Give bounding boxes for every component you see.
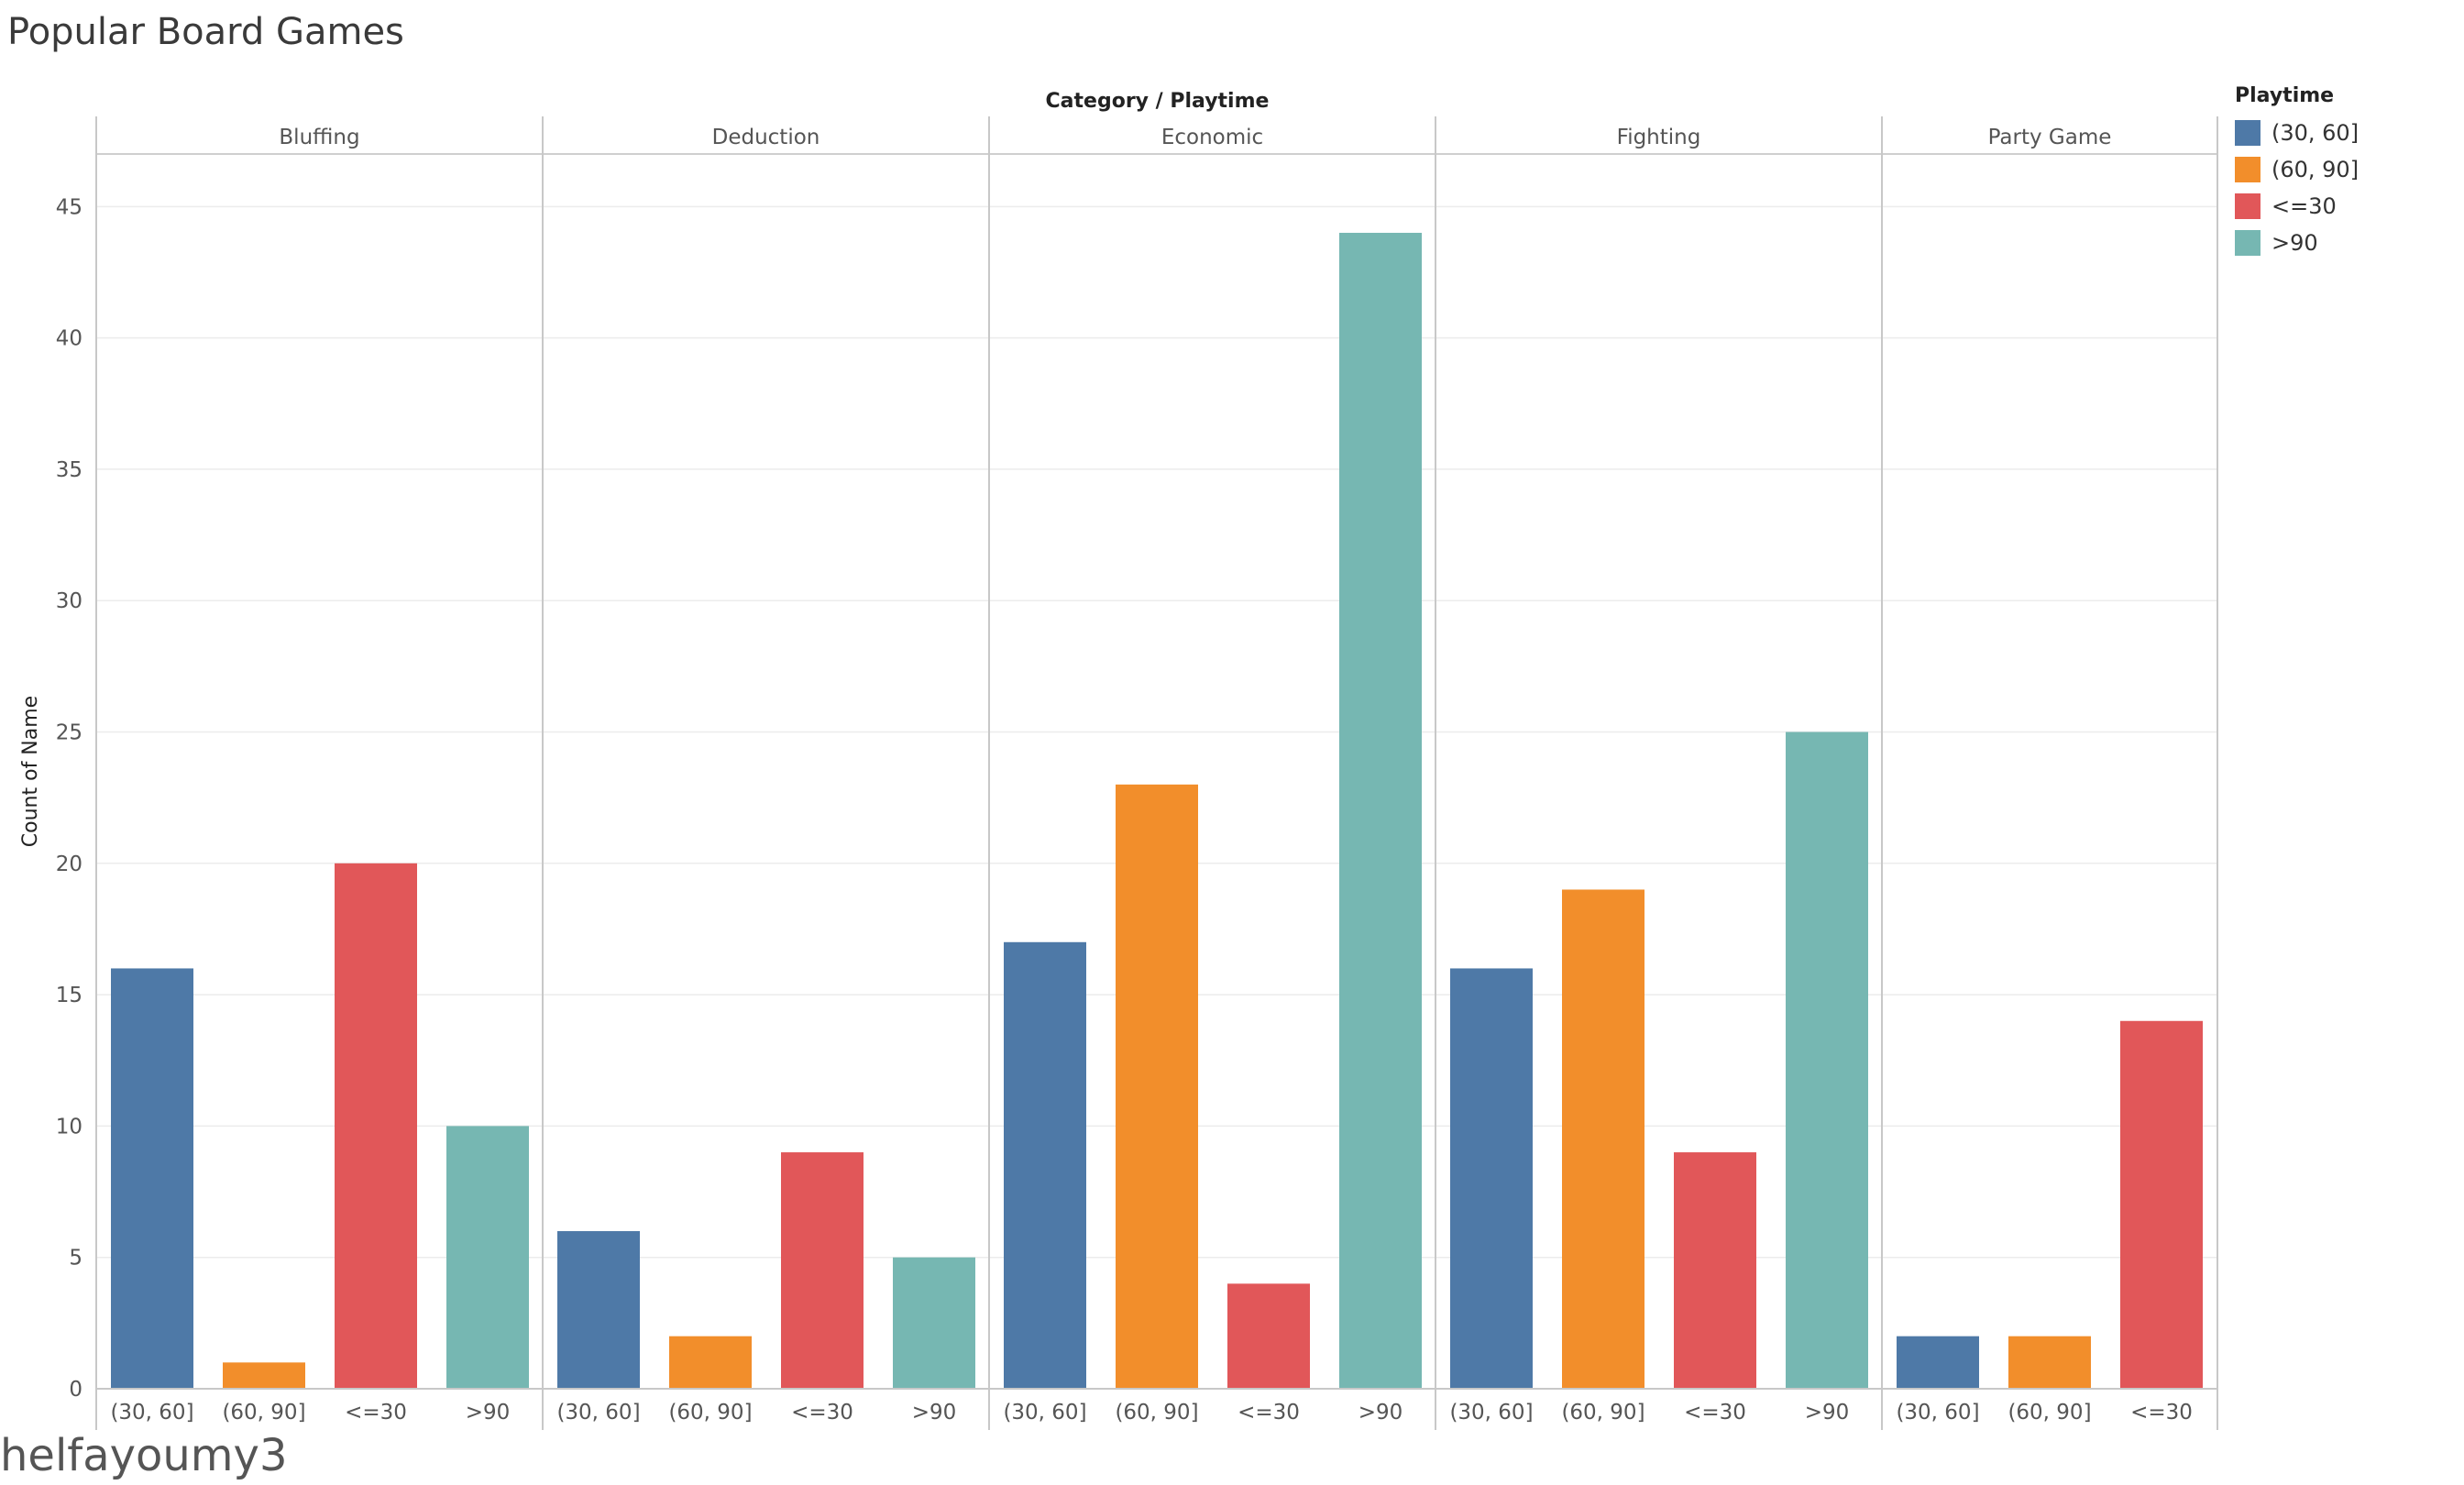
legend: Playtime (30, 60] (60, 90] <=30 >90 — [2235, 84, 2359, 261]
x-tick-label: >90 — [912, 1401, 957, 1424]
y-tick-label: 45 — [56, 195, 82, 219]
y-tick-label: 0 — [69, 1378, 82, 1402]
x-tick-label: (60, 90] — [2008, 1401, 2091, 1424]
x-tick-label: (30, 60] — [1003, 1401, 1086, 1424]
chart-title: Popular Board Games — [7, 11, 404, 53]
bar — [2008, 1336, 2091, 1389]
bar — [669, 1336, 752, 1389]
bar — [1786, 732, 1868, 1389]
x-tick-label: <=30 — [791, 1401, 853, 1424]
y-tick-label: 25 — [56, 721, 82, 745]
bar — [335, 863, 417, 1389]
legend-item: >90 — [2235, 225, 2359, 261]
x-tick-label: <=30 — [345, 1401, 407, 1424]
bar — [223, 1362, 305, 1389]
y-tick-label: 5 — [69, 1247, 82, 1270]
legend-item: (60, 90] — [2235, 151, 2359, 188]
bar — [1674, 1152, 1756, 1389]
x-tick-label: <=30 — [2130, 1401, 2193, 1424]
x-tick-label: >90 — [1805, 1401, 1850, 1424]
author-credit: helfayoumy3 — [0, 1430, 288, 1481]
bar — [893, 1257, 975, 1389]
legend-label: (30, 60] — [2272, 120, 2360, 146]
x-tick-label: (30, 60] — [556, 1401, 640, 1424]
y-tick-label: 20 — [56, 852, 82, 876]
x-tick-label: (60, 90] — [222, 1401, 305, 1424]
bar — [446, 1126, 529, 1389]
bar — [2120, 1020, 2203, 1389]
x-tick-label: (30, 60] — [110, 1401, 193, 1424]
bar — [557, 1231, 640, 1389]
legend-item: (30, 60] — [2235, 115, 2359, 151]
column-header: Category / Playtime — [1046, 90, 1270, 113]
y-tick-label: 35 — [56, 458, 82, 482]
x-tick-label: >90 — [466, 1401, 511, 1424]
x-tick-label: <=30 — [1238, 1401, 1300, 1424]
legend-label: <=30 — [2272, 193, 2337, 219]
x-tick-label: (30, 60] — [1896, 1401, 1979, 1424]
x-tick-label: (60, 90] — [668, 1401, 752, 1424]
y-axis-label: Count of Name — [19, 696, 42, 847]
legend-items: (30, 60] (60, 90] <=30 >90 — [2235, 115, 2359, 261]
legend-label: >90 — [2272, 230, 2318, 256]
bar — [111, 968, 193, 1389]
panel-header-bluffing: Bluffing — [279, 126, 359, 149]
y-tick-label: 30 — [56, 589, 82, 613]
bar — [1004, 941, 1086, 1389]
x-tick-label: >90 — [1358, 1401, 1403, 1424]
x-tick-label: <=30 — [1684, 1401, 1746, 1424]
y-tick-label: 10 — [56, 1115, 82, 1138]
bar — [1116, 784, 1198, 1389]
y-tick-label: 15 — [56, 984, 82, 1007]
x-tick-label: (60, 90] — [1561, 1401, 1644, 1424]
bar — [1897, 1336, 1979, 1389]
legend-swatch — [2235, 120, 2260, 146]
bar — [1450, 968, 1533, 1389]
panel-header-fighting: Fighting — [1617, 126, 1701, 149]
legend-item: <=30 — [2235, 188, 2359, 225]
panel-header-economic: Economic — [1161, 126, 1263, 149]
panel-header-deduction: Deduction — [712, 126, 820, 149]
legend-swatch — [2235, 157, 2260, 182]
x-tick-label: (30, 60] — [1449, 1401, 1533, 1424]
panel-header-party-game: Party Game — [1988, 126, 2112, 149]
legend-swatch — [2235, 230, 2260, 256]
bar — [1227, 1283, 1310, 1389]
x-tick-label: (60, 90] — [1115, 1401, 1198, 1424]
legend-title: Playtime — [2235, 84, 2335, 107]
bar — [1339, 232, 1422, 1389]
bar — [781, 1152, 864, 1389]
y-tick-label: 40 — [56, 327, 82, 351]
legend-swatch — [2235, 193, 2260, 219]
legend-label: (60, 90] — [2272, 157, 2360, 182]
bar — [1562, 889, 1644, 1389]
